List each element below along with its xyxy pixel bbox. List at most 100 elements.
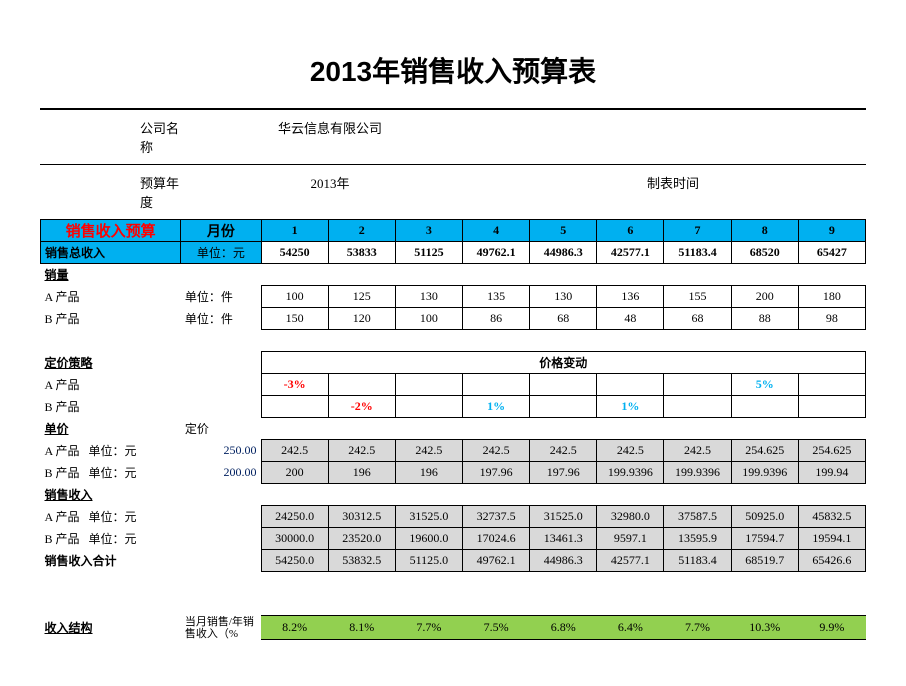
volume-cell: 100 bbox=[261, 286, 328, 308]
total-cell: 42577.1 bbox=[597, 242, 664, 264]
unitprice-section-row: 单价 定价 bbox=[41, 418, 866, 440]
total-cell: 68520 bbox=[731, 242, 798, 264]
report-time-label: 制表时间 bbox=[480, 173, 866, 211]
revenue-cell: 50925.0 bbox=[731, 506, 798, 528]
month-label: 月份 bbox=[181, 220, 261, 242]
product-b-label: B 产品 单位：元 bbox=[41, 462, 181, 484]
structure-cell: 6.8% bbox=[530, 616, 597, 640]
unitprice-a-row: A 产品 单位：元 250.00 242.5 242.5 242.5 242.5… bbox=[41, 440, 866, 462]
volume-cell: 120 bbox=[328, 308, 395, 330]
product-b-label: B 产品 单位：元 bbox=[41, 528, 181, 550]
unitprice-b-row: B 产品 单位：元 200.00 200 196 196 197.96 197.… bbox=[41, 462, 866, 484]
unitprice-section-label: 单价 bbox=[41, 418, 181, 440]
revenue-total-row: 销售收入合计 54250.0 53832.5 51125.0 49762.1 4… bbox=[41, 550, 866, 572]
month-col: 2 bbox=[328, 220, 395, 242]
revenue-cell: 17594.7 bbox=[731, 528, 798, 550]
product-b-label: B 产品 bbox=[41, 396, 181, 418]
price-change-cell: 1% bbox=[597, 396, 664, 418]
volume-cell: 88 bbox=[731, 308, 798, 330]
revenue-total-cell: 42577.1 bbox=[597, 550, 664, 572]
price-change-cell bbox=[261, 396, 328, 418]
volume-section-label: 销量 bbox=[41, 264, 866, 286]
volume-cell: 68 bbox=[530, 308, 597, 330]
revenue-total-label: 销售收入合计 bbox=[41, 550, 181, 572]
revenue-cell: 17024.6 bbox=[462, 528, 529, 550]
revenue-total-cell: 65426.6 bbox=[798, 550, 865, 572]
unit-piece-label: 单位：件 bbox=[181, 286, 261, 308]
price-cell: 242.5 bbox=[261, 440, 328, 462]
structure-cell: 8.1% bbox=[328, 616, 395, 640]
month-col: 3 bbox=[395, 220, 462, 242]
price-cell: 199.94 bbox=[798, 462, 865, 484]
volume-cell: 98 bbox=[798, 308, 865, 330]
total-cell: 51125 bbox=[395, 242, 462, 264]
revenue-cell: 19600.0 bbox=[395, 528, 462, 550]
structure-row: 收入结构 当月销售/年销售收入（% 8.2% 8.1% 7.7% 7.5% 6.… bbox=[41, 616, 866, 640]
price-cell: 254.625 bbox=[731, 440, 798, 462]
total-cell: 53833 bbox=[328, 242, 395, 264]
price-change-cell: 1% bbox=[462, 396, 529, 418]
volume-cell: 130 bbox=[530, 286, 597, 308]
product-a-label: A 产品 bbox=[41, 286, 181, 308]
price-change-cell: 5% bbox=[731, 374, 798, 396]
price-change-cell bbox=[664, 396, 731, 418]
total-cell: 44986.3 bbox=[530, 242, 597, 264]
price-change-cell: -3% bbox=[261, 374, 328, 396]
price-cell: 199.9396 bbox=[731, 462, 798, 484]
volume-section-row: 销量 bbox=[41, 264, 866, 286]
price-change-cell bbox=[328, 374, 395, 396]
year-row: 预算年度 2013年 制表时间 bbox=[40, 165, 866, 219]
revenue-cell: 13461.3 bbox=[530, 528, 597, 550]
pricing-a-row: A 产品 -3% 5% bbox=[41, 374, 866, 396]
company-value: 华云信息有限公司 bbox=[180, 118, 480, 156]
document-container: 2013年销售收入预算表 公司名称 华云信息有限公司 预算年度 2013年 制表… bbox=[40, 50, 866, 640]
revenue-cell: 30312.5 bbox=[328, 506, 395, 528]
revenue-cell: 23520.0 bbox=[328, 528, 395, 550]
revenue-section-label: 销售收入 bbox=[41, 484, 866, 506]
structure-cell: 6.4% bbox=[597, 616, 664, 640]
price-cell: 242.5 bbox=[328, 440, 395, 462]
price-change-cell bbox=[462, 374, 529, 396]
structure-cell: 10.3% bbox=[731, 616, 798, 640]
product-a-label: A 产品 bbox=[41, 374, 181, 396]
volume-cell: 48 bbox=[597, 308, 664, 330]
structure-label: 收入结构 bbox=[41, 616, 181, 640]
price-change-cell bbox=[731, 396, 798, 418]
revenue-section-row: 销售收入 bbox=[41, 484, 866, 506]
volume-cell: 136 bbox=[597, 286, 664, 308]
base-price-b: 200.00 bbox=[181, 462, 261, 484]
month-col: 4 bbox=[462, 220, 529, 242]
price-cell: 196 bbox=[328, 462, 395, 484]
volume-cell: 200 bbox=[731, 286, 798, 308]
unit-piece-label: 单位：件 bbox=[181, 308, 261, 330]
revenue-cell: 31525.0 bbox=[395, 506, 462, 528]
pricing-section-row: 定价策略 价格变动 bbox=[41, 352, 866, 374]
volume-cell: 100 bbox=[395, 308, 462, 330]
structure-cell: 7.5% bbox=[462, 616, 529, 640]
revenue-total-cell: 44986.3 bbox=[530, 550, 597, 572]
price-cell: 242.5 bbox=[597, 440, 664, 462]
month-col: 1 bbox=[261, 220, 328, 242]
revenue-b-row: B 产品 单位：元 30000.0 23520.0 19600.0 17024.… bbox=[41, 528, 866, 550]
structure-cell: 7.7% bbox=[664, 616, 731, 640]
revenue-total-cell: 53832.5 bbox=[328, 550, 395, 572]
month-col: 8 bbox=[731, 220, 798, 242]
pricing-section-label: 定价策略 bbox=[41, 352, 181, 374]
price-change-title: 价格变动 bbox=[261, 352, 865, 374]
price-cell: 197.96 bbox=[530, 462, 597, 484]
revenue-cell: 32737.5 bbox=[462, 506, 529, 528]
price-cell: 242.5 bbox=[530, 440, 597, 462]
price-change-cell bbox=[530, 396, 597, 418]
volume-cell: 150 bbox=[261, 308, 328, 330]
price-change-cell bbox=[664, 374, 731, 396]
total-cell: 65427 bbox=[798, 242, 865, 264]
price-change-cell: -2% bbox=[328, 396, 395, 418]
month-col: 7 bbox=[664, 220, 731, 242]
structure-cell: 7.7% bbox=[395, 616, 462, 640]
price-change-cell bbox=[597, 374, 664, 396]
revenue-cell: 9597.1 bbox=[597, 528, 664, 550]
month-col: 5 bbox=[530, 220, 597, 242]
base-price-a: 250.00 bbox=[181, 440, 261, 462]
revenue-total-cell: 54250.0 bbox=[261, 550, 328, 572]
revenue-total-cell: 68519.7 bbox=[731, 550, 798, 572]
